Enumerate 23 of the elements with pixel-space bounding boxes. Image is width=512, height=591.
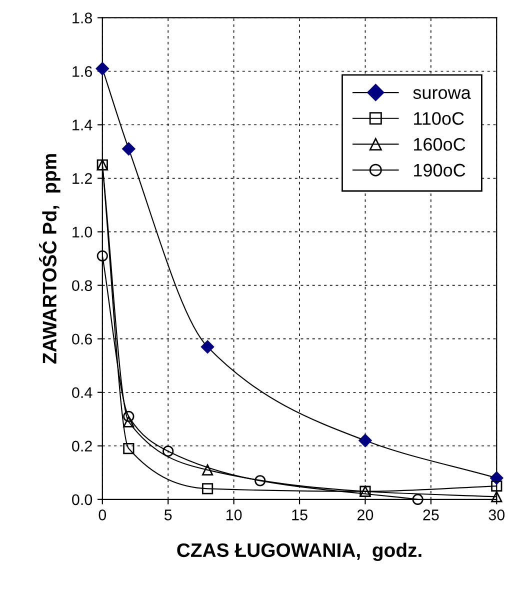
x-tick-label: 20 bbox=[358, 510, 374, 520]
x-tick-label: 0 bbox=[98, 510, 106, 520]
y-tick-label: 1.2 bbox=[72, 173, 92, 184]
y-axis-title: ZAWARTOŚĆ Pd, ppm bbox=[39, 154, 60, 364]
y-tick-label: 0.2 bbox=[72, 440, 92, 452]
y-tick-label: 0.6 bbox=[72, 334, 92, 345]
legend-label: surowa bbox=[413, 89, 471, 100]
y-tick-label: 1.6 bbox=[72, 66, 92, 77]
y-tick-label: 0.8 bbox=[72, 280, 92, 292]
y-tick-label: 0.0 bbox=[72, 494, 92, 506]
x-tick-label: 30 bbox=[488, 510, 505, 520]
legend-label: 190oC bbox=[414, 164, 466, 177]
x-tick-label: 5 bbox=[164, 510, 172, 520]
legend-label: 110oC bbox=[414, 112, 464, 125]
y-tick-label: 0.4 bbox=[72, 387, 92, 398]
legend-label: 160oC bbox=[414, 138, 466, 151]
y-tick-label: 1.4 bbox=[72, 120, 92, 130]
x-tick-label: 15 bbox=[292, 510, 308, 520]
x-tick-label: 25 bbox=[423, 510, 439, 520]
y-tick-label: 1.8 bbox=[72, 12, 92, 24]
y-tick-label: 1.0 bbox=[72, 226, 92, 238]
x-axis-title: CZAS ŁUGOWANIA, godz. bbox=[177, 542, 422, 562]
x-tick-label: 10 bbox=[226, 510, 242, 520]
